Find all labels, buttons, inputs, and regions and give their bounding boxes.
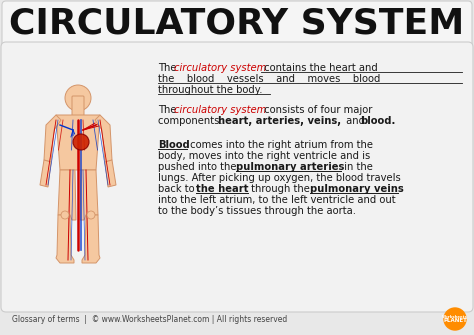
Text: The: The [158, 105, 180, 115]
Text: through the: through the [248, 184, 313, 194]
Polygon shape [44, 115, 61, 162]
Text: in the: in the [341, 162, 373, 172]
Text: heart, arteries, veins,: heart, arteries, veins, [218, 116, 341, 126]
FancyBboxPatch shape [1, 42, 473, 312]
Text: back to: back to [158, 184, 198, 194]
Text: pushed into the: pushed into the [158, 162, 240, 172]
Polygon shape [58, 170, 76, 220]
Circle shape [87, 211, 95, 219]
Circle shape [444, 308, 466, 330]
Text: the heart: the heart [196, 184, 248, 194]
Circle shape [65, 85, 91, 111]
Text: the    blood    vessels    and    moves    blood: the blood vessels and moves blood [158, 74, 380, 84]
FancyBboxPatch shape [2, 1, 472, 47]
Text: pulmonary veins: pulmonary veins [310, 184, 404, 194]
Text: PLANET: PLANET [443, 319, 467, 324]
Text: circulatory system: circulatory system [174, 63, 266, 73]
Text: consists of four major: consists of four major [261, 105, 373, 115]
Text: components:: components: [158, 116, 226, 126]
Text: blood.: blood. [360, 116, 395, 126]
Polygon shape [56, 215, 74, 263]
Text: Blood: Blood [158, 140, 190, 150]
Text: CIRCULATORY SYSTEM: CIRCULATORY SYSTEM [9, 7, 465, 41]
Text: pulmonary arteries: pulmonary arteries [236, 162, 345, 172]
Polygon shape [105, 160, 116, 187]
Text: to the body’s tissues through the aorta.: to the body’s tissues through the aorta. [158, 206, 356, 216]
Text: and: and [343, 116, 368, 126]
Circle shape [73, 134, 89, 150]
Polygon shape [95, 115, 112, 162]
Text: lungs. After picking up oxygen, the blood travels: lungs. After picking up oxygen, the bloo… [158, 173, 401, 183]
Circle shape [61, 211, 69, 219]
FancyBboxPatch shape [72, 96, 84, 116]
Polygon shape [56, 115, 100, 170]
Polygon shape [80, 170, 98, 220]
Text: Glossary of terms  |  © www.WorksheetsPlanet.com | All rights reserved: Glossary of terms | © www.WorksheetsPlan… [12, 315, 287, 324]
Polygon shape [82, 215, 100, 263]
Text: body, moves into the right ventricle and is: body, moves into the right ventricle and… [158, 151, 370, 161]
Text: circulatory system: circulatory system [174, 105, 266, 115]
Text: comes into the right atrium from the: comes into the right atrium from the [187, 140, 373, 150]
Text: Worksheets: Worksheets [442, 315, 468, 319]
Polygon shape [40, 160, 51, 187]
Text: contains the heart and: contains the heart and [261, 63, 378, 73]
Text: into the left atrium, to the left ventricle and out: into the left atrium, to the left ventri… [158, 195, 396, 205]
Text: throughout the body.: throughout the body. [158, 85, 263, 95]
Text: The: The [158, 63, 180, 73]
